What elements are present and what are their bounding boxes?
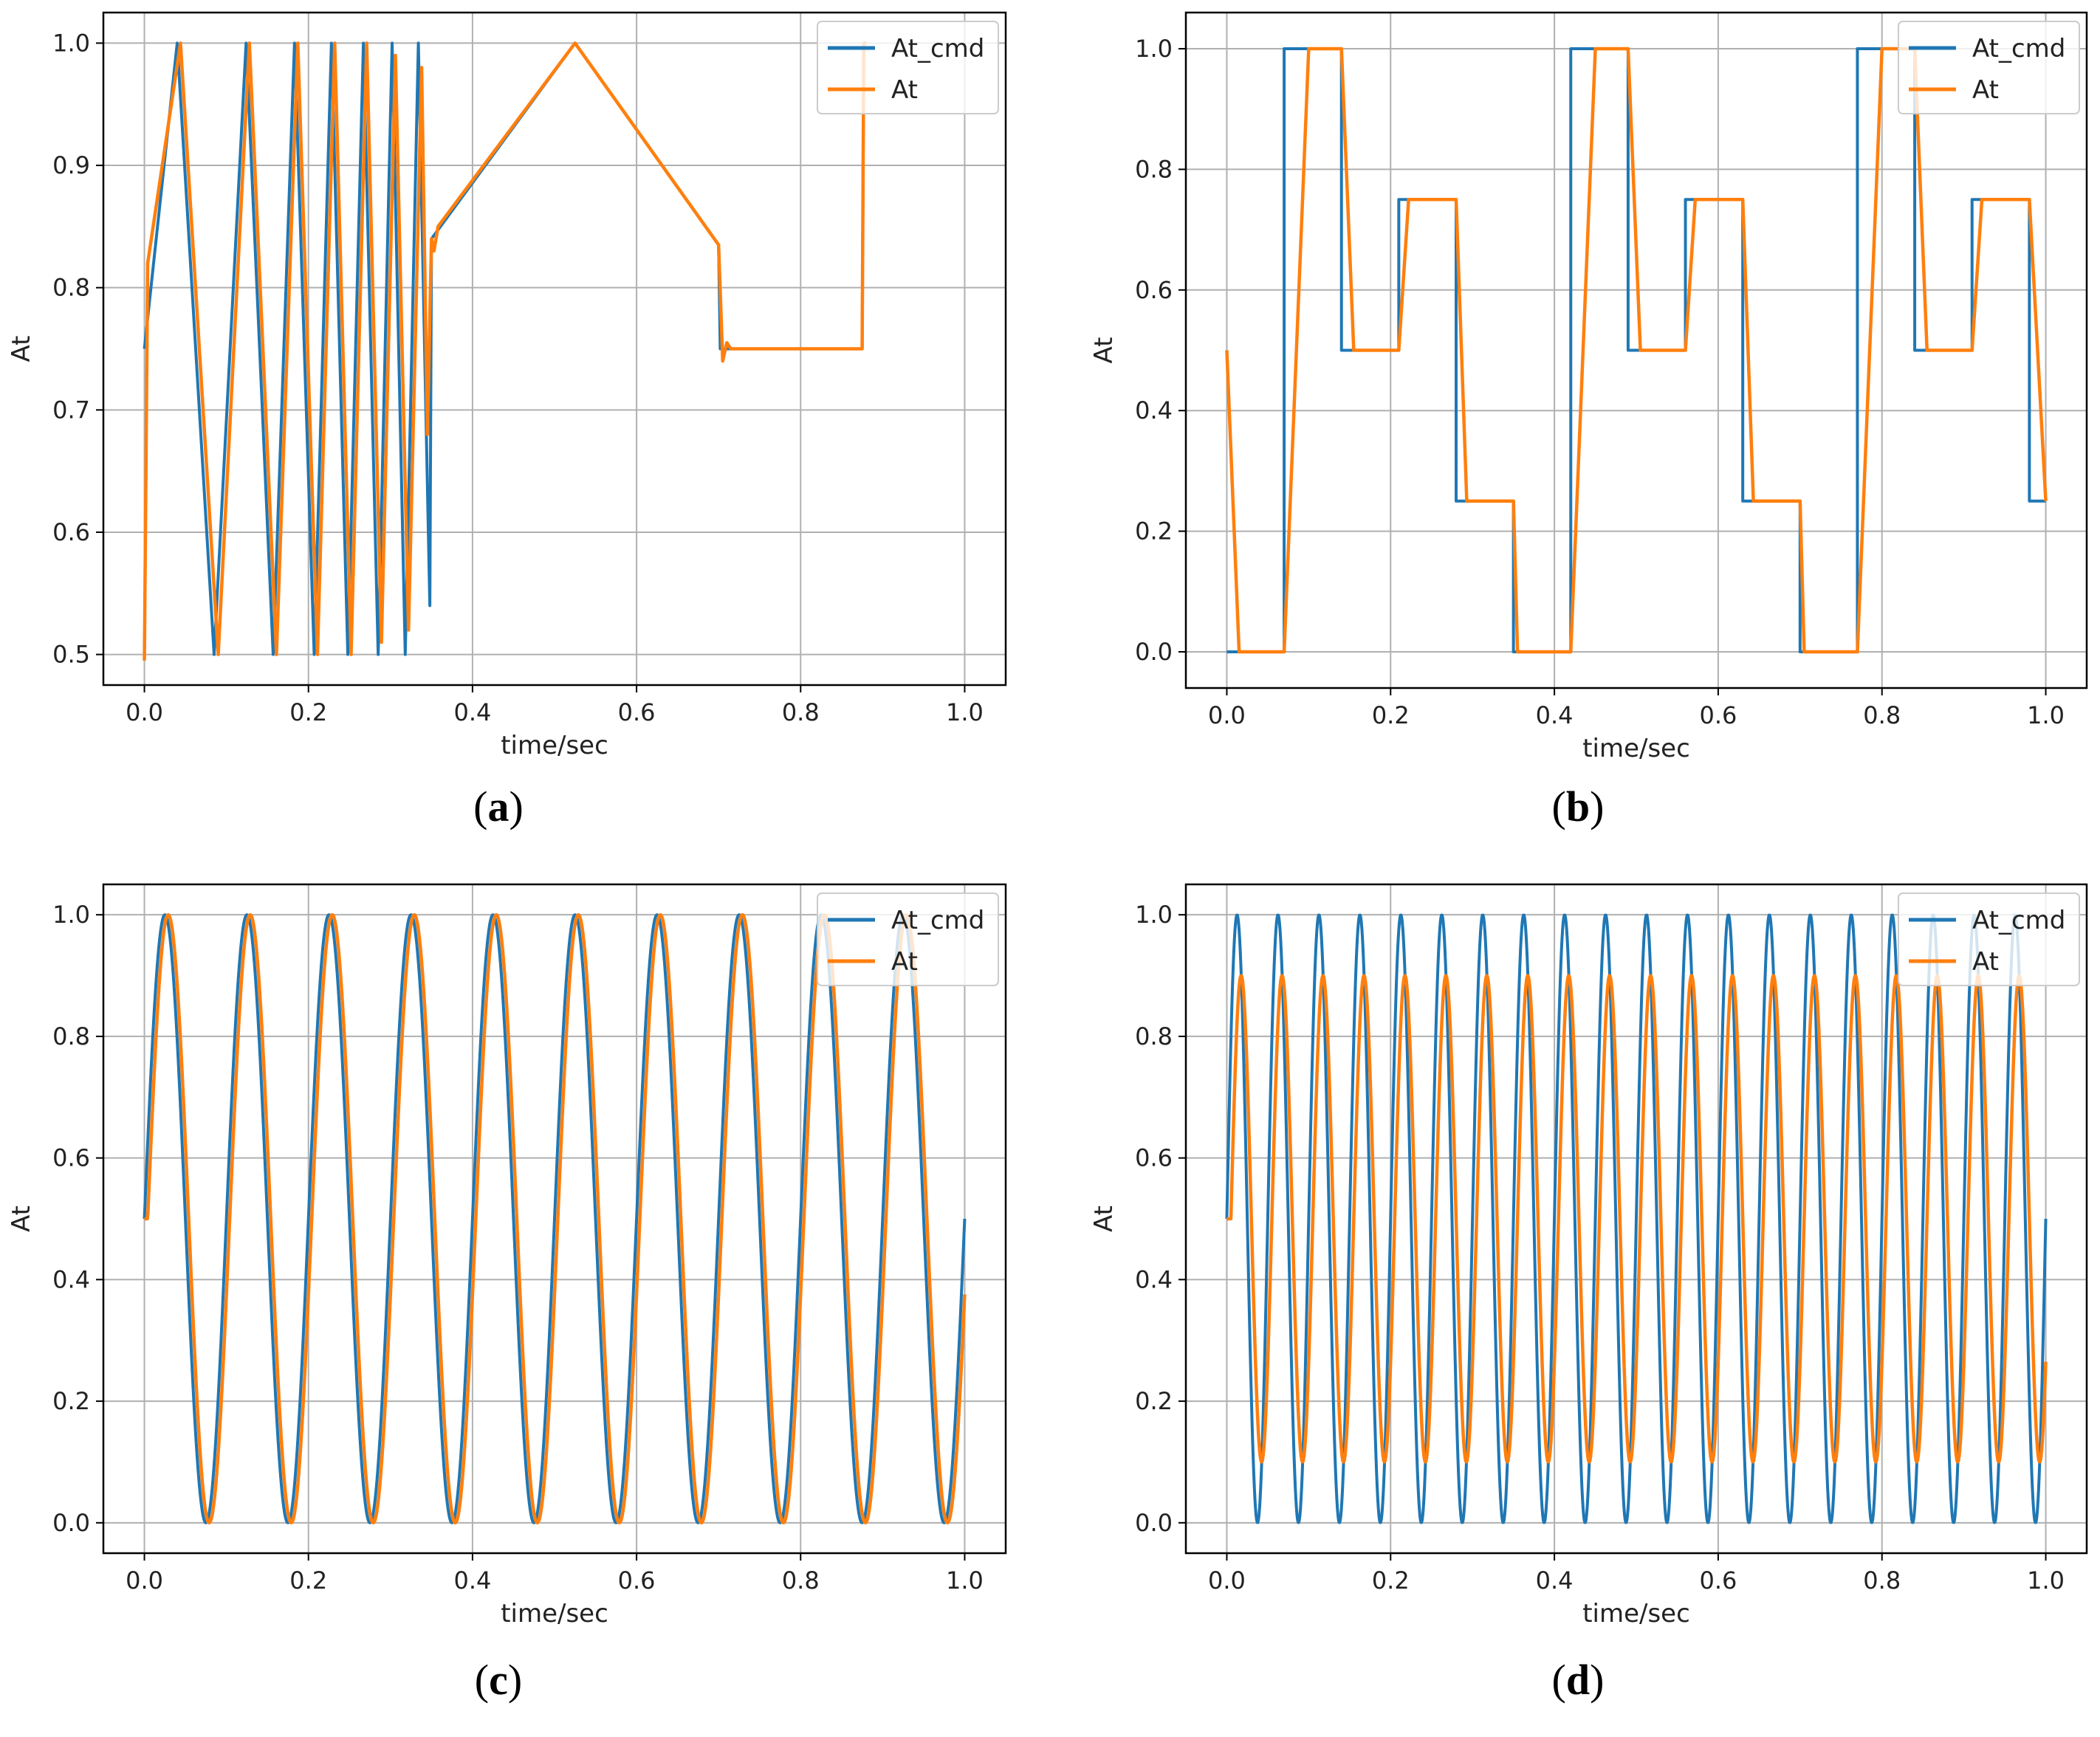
y-tick-label: 0.6 [1135,1144,1173,1172]
chart-panel-a: 0.0 0.2 0.4 0.6 0.8 1.0 0.5 0.6 0.7 0.8 0.9 1.0 time… [7,11,1007,830]
x-tick-label: 0.6 [618,1566,656,1595]
y-axis-title: At [1089,1205,1119,1232]
x-tick-label: 0.6 [1699,1566,1737,1595]
plot-frame [1184,11,2088,689]
y-tick-label: 0.2 [52,1387,90,1415]
y-tick-label: 0.8 [52,274,90,302]
x-tick-label: 0.2 [289,698,327,726]
y-tick-label: 1.0 [1135,35,1173,63]
y-tick-label: 0.4 [1135,1265,1173,1293]
x-tick-label: 0.4 [1536,1566,1574,1595]
y-tick-label: 0.0 [52,1509,90,1537]
y-tick-label: 0.0 [1135,1509,1173,1537]
y-tick-label: 1.0 [52,29,90,57]
y-tick-label: 0.8 [52,1022,90,1050]
y-tick-label: 0.8 [1135,155,1173,183]
y-tick-label: 0.2 [1135,517,1173,546]
y-axis-title: At [7,1205,36,1232]
x-tick-label: 0.8 [782,698,820,726]
legend-label-at-cmd: At_cmd [891,906,984,935]
plot-frame [1184,883,2088,1555]
legend: At_cmd At [1898,892,2080,986]
legend-label-at-cmd: At_cmd [1972,906,2065,935]
y-tick-label: 1.0 [1135,901,1173,929]
chart-panel-c: 0.0 0.2 0.4 0.6 0.8 1.0 0.0 0.2 0.4 0.6 0.8 1.0 time… [7,883,1007,1704]
x-axis-title: time/sec [1582,1599,1690,1628]
legend-label-at: At [891,947,918,977]
y-tick-label: 0.8 [1135,1022,1173,1050]
x-tick-label: 0.0 [1208,701,1246,729]
series-line-at [1226,974,2048,1464]
x-tick-label: 0.2 [1372,1566,1410,1595]
x-tick-label: 0.4 [1536,701,1574,729]
legend: At_cmd At [817,892,999,986]
x-tick-label: 0.2 [289,1566,327,1595]
x-tick-label: 1.0 [2027,701,2065,729]
panel-caption: (b) [1552,782,1605,830]
x-tick-label: 1.0 [2027,1566,2065,1595]
y-tick-label: 0.0 [1135,638,1173,666]
x-tick-label: 0.4 [453,698,491,726]
x-tick-label: 0.8 [1863,701,1901,729]
y-tick-label: 0.4 [1135,396,1173,424]
legend: At_cmd At [817,21,999,114]
legend-label-at: At [891,75,918,105]
x-axis-title: time/sec [1582,734,1690,763]
y-tick-label: 0.6 [52,518,90,546]
panel-caption: (a) [473,782,524,830]
y-tick-label: 0.6 [52,1144,90,1172]
y-tick-label: 0.6 [1135,276,1173,304]
y-axis-title: At [7,336,36,362]
y-tick-label: 0.9 [52,151,90,179]
plot-frame [102,883,1007,1555]
panel-caption: (c) [475,1656,522,1704]
x-tick-label: 0.0 [1208,1566,1246,1595]
x-tick-label: 0.4 [453,1566,491,1595]
x-tick-label: 0.0 [126,698,163,726]
chart-panel-d: 0.0 0.2 0.4 0.6 0.8 1.0 0.0 0.2 0.4 0.6 0.8 1.0 time… [1089,883,2088,1704]
y-axis-title: At [1089,337,1119,364]
x-axis-title: time/sec [501,731,608,760]
panel-caption: (d) [1552,1656,1605,1704]
y-tick-label: 0.7 [52,396,90,424]
plot-frame [102,11,1007,687]
x-tick-label: 0.8 [782,1566,820,1595]
x-tick-label: 0.2 [1372,701,1410,729]
y-tick-label: 0.2 [1135,1387,1173,1415]
series-line-at-cmd [143,913,967,1524]
y-tick-label: 0.4 [52,1265,90,1293]
y-tick-label: 0.5 [52,641,90,669]
series-line-at-cmd [1225,913,2048,1524]
x-tick-label: 0.8 [1863,1566,1901,1595]
x-tick-label: 1.0 [946,698,984,726]
series-line-at-cmd [1226,47,2046,653]
x-tick-label: 0.6 [1699,701,1737,729]
x-axis-title: time/sec [501,1599,608,1628]
y-tick-label: 1.0 [52,901,90,929]
x-tick-label: 1.0 [946,1566,984,1595]
legend-label-at: At [1972,947,1999,977]
chart-panel-b: 0.0 0.2 0.4 0.6 0.8 1.0 0.0 0.2 0.4 0.6 0.8 1.0 time… [1089,11,2088,830]
legend-label-at-cmd: At_cmd [891,34,984,63]
x-tick-label: 0.0 [126,1566,163,1595]
x-tick-label: 0.6 [618,698,656,726]
series-line-at [143,41,867,661]
legend-label-at: At [1972,75,1999,105]
legend-label-at-cmd: At_cmd [1972,34,2065,63]
legend: At_cmd At [1898,21,2080,114]
